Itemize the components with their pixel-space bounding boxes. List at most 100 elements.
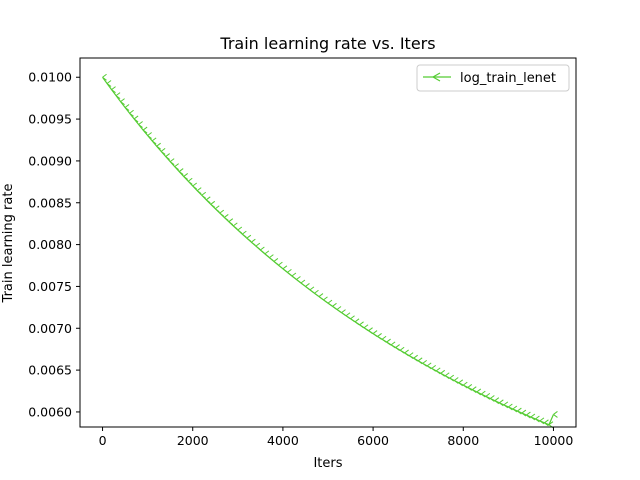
y-axis-ticks: 0.0060 0.0065 0.0070 0.0075 0.0080 0.0085 0.00… bbox=[28, 70, 80, 419]
data-point-marker bbox=[201, 191, 207, 199]
data-point-marker bbox=[440, 369, 446, 377]
data-point-marker bbox=[462, 381, 468, 389]
data-point-marker bbox=[431, 364, 437, 372]
data-point-marker bbox=[278, 261, 283, 269]
data-point-marker bbox=[260, 246, 265, 254]
data-point-marker bbox=[553, 411, 558, 418]
data-point-marker bbox=[381, 335, 387, 343]
chart-title: Train learning rate vs. Iters bbox=[219, 34, 435, 53]
data-point-marker bbox=[390, 341, 396, 349]
x-axis-label: Iters bbox=[313, 456, 342, 471]
y-tick-label: 0.0090 bbox=[28, 153, 72, 168]
data-point-marker bbox=[467, 384, 473, 391]
data-point-marker bbox=[296, 276, 301, 283]
data-point-marker bbox=[165, 153, 170, 160]
legend: log_train_lenet bbox=[416, 64, 570, 92]
x-tick-label: 0 bbox=[99, 433, 107, 448]
data-point-marker bbox=[517, 407, 522, 415]
data-point-marker bbox=[102, 73, 107, 81]
data-point-marker bbox=[508, 403, 513, 411]
data-point-marker bbox=[305, 283, 310, 290]
data-point-marker bbox=[282, 265, 288, 273]
data-point-marker bbox=[237, 226, 243, 234]
data-point-marker bbox=[359, 321, 364, 329]
data-point-marker bbox=[435, 367, 441, 375]
data-point-marker bbox=[196, 187, 202, 195]
data-point-marker bbox=[169, 158, 175, 166]
y-tick-label: 0.0070 bbox=[28, 321, 72, 336]
data-point-marker bbox=[223, 214, 229, 221]
data-point-marker bbox=[120, 98, 125, 106]
data-point-marker bbox=[332, 302, 337, 310]
x-tick-label: 10000 bbox=[534, 433, 574, 448]
data-point-marker bbox=[133, 115, 139, 123]
data-point-marker bbox=[453, 377, 459, 384]
data-point-marker bbox=[386, 338, 391, 346]
data-point-marker bbox=[426, 362, 432, 370]
data-point-marker bbox=[124, 104, 130, 111]
data-point-marker bbox=[413, 354, 418, 362]
x-tick-label: 6000 bbox=[357, 433, 389, 448]
data-point-marker bbox=[476, 388, 482, 396]
data-point-marker bbox=[273, 258, 279, 265]
data-point-marker bbox=[336, 306, 342, 313]
data-point-marker bbox=[142, 126, 148, 134]
data-point-marker bbox=[404, 349, 409, 357]
data-point-marker bbox=[300, 279, 306, 287]
data-point-marker bbox=[160, 147, 166, 155]
y-tick-label: 0.0075 bbox=[28, 279, 72, 294]
data-point-marker bbox=[494, 397, 500, 405]
data-point-marker bbox=[242, 230, 247, 238]
data-point-marker bbox=[174, 163, 179, 171]
data-point-marker bbox=[395, 344, 400, 351]
data-point-marker bbox=[535, 415, 540, 423]
data-point-marker bbox=[251, 238, 256, 246]
data-point-marker bbox=[490, 395, 495, 402]
y-tick-label: 0.0085 bbox=[28, 195, 72, 210]
data-point-marker bbox=[530, 413, 536, 421]
data-point-marker bbox=[151, 137, 157, 145]
data-point-marker bbox=[444, 372, 450, 380]
data-point-marker bbox=[377, 333, 382, 340]
legend-marker-icon bbox=[432, 72, 441, 82]
legend-box bbox=[416, 64, 570, 92]
plot-frame bbox=[79, 57, 577, 428]
data-point-marker bbox=[417, 357, 423, 365]
data-point-marker bbox=[481, 390, 486, 398]
y-tick-label: 0.0065 bbox=[28, 363, 72, 378]
data-point-marker bbox=[422, 359, 427, 367]
data-point-marker bbox=[350, 315, 355, 323]
data-point-marker bbox=[363, 324, 369, 332]
plot-series bbox=[102, 73, 558, 429]
x-tick-label: 4000 bbox=[267, 433, 299, 448]
data-point-marker bbox=[526, 411, 531, 419]
data-point-marker bbox=[106, 80, 112, 87]
data-point-marker bbox=[485, 392, 491, 400]
data-point-marker bbox=[327, 299, 333, 307]
y-tick-label: 0.0080 bbox=[28, 237, 72, 252]
data-point-marker bbox=[214, 205, 220, 213]
legend-label: log_train_lenet bbox=[460, 71, 556, 86]
data-point-marker bbox=[147, 132, 152, 139]
data-point-marker bbox=[314, 289, 319, 297]
y-tick-label: 0.0100 bbox=[28, 70, 72, 85]
data-point-marker bbox=[233, 222, 238, 230]
data-point-marker bbox=[309, 286, 315, 294]
data-point-marker bbox=[115, 92, 121, 100]
data-point-marker bbox=[183, 173, 189, 180]
data-point-marker bbox=[539, 417, 545, 425]
y-tick-label: 0.0095 bbox=[28, 112, 72, 127]
data-point-marker bbox=[111, 86, 116, 94]
data-point-marker bbox=[323, 296, 328, 304]
data-point-marker bbox=[354, 318, 360, 326]
data-point-marker bbox=[471, 386, 477, 394]
data-point-marker bbox=[156, 142, 161, 150]
data-point-marker bbox=[291, 272, 297, 280]
data-point-marker bbox=[544, 419, 549, 427]
data-point-marker bbox=[449, 374, 455, 382]
x-axis-ticks: 0 2000 4000 6000 8000 10000 bbox=[99, 427, 574, 448]
data-point-marker bbox=[503, 401, 509, 409]
x-tick-label: 8000 bbox=[447, 433, 479, 448]
data-point-marker bbox=[187, 177, 193, 185]
